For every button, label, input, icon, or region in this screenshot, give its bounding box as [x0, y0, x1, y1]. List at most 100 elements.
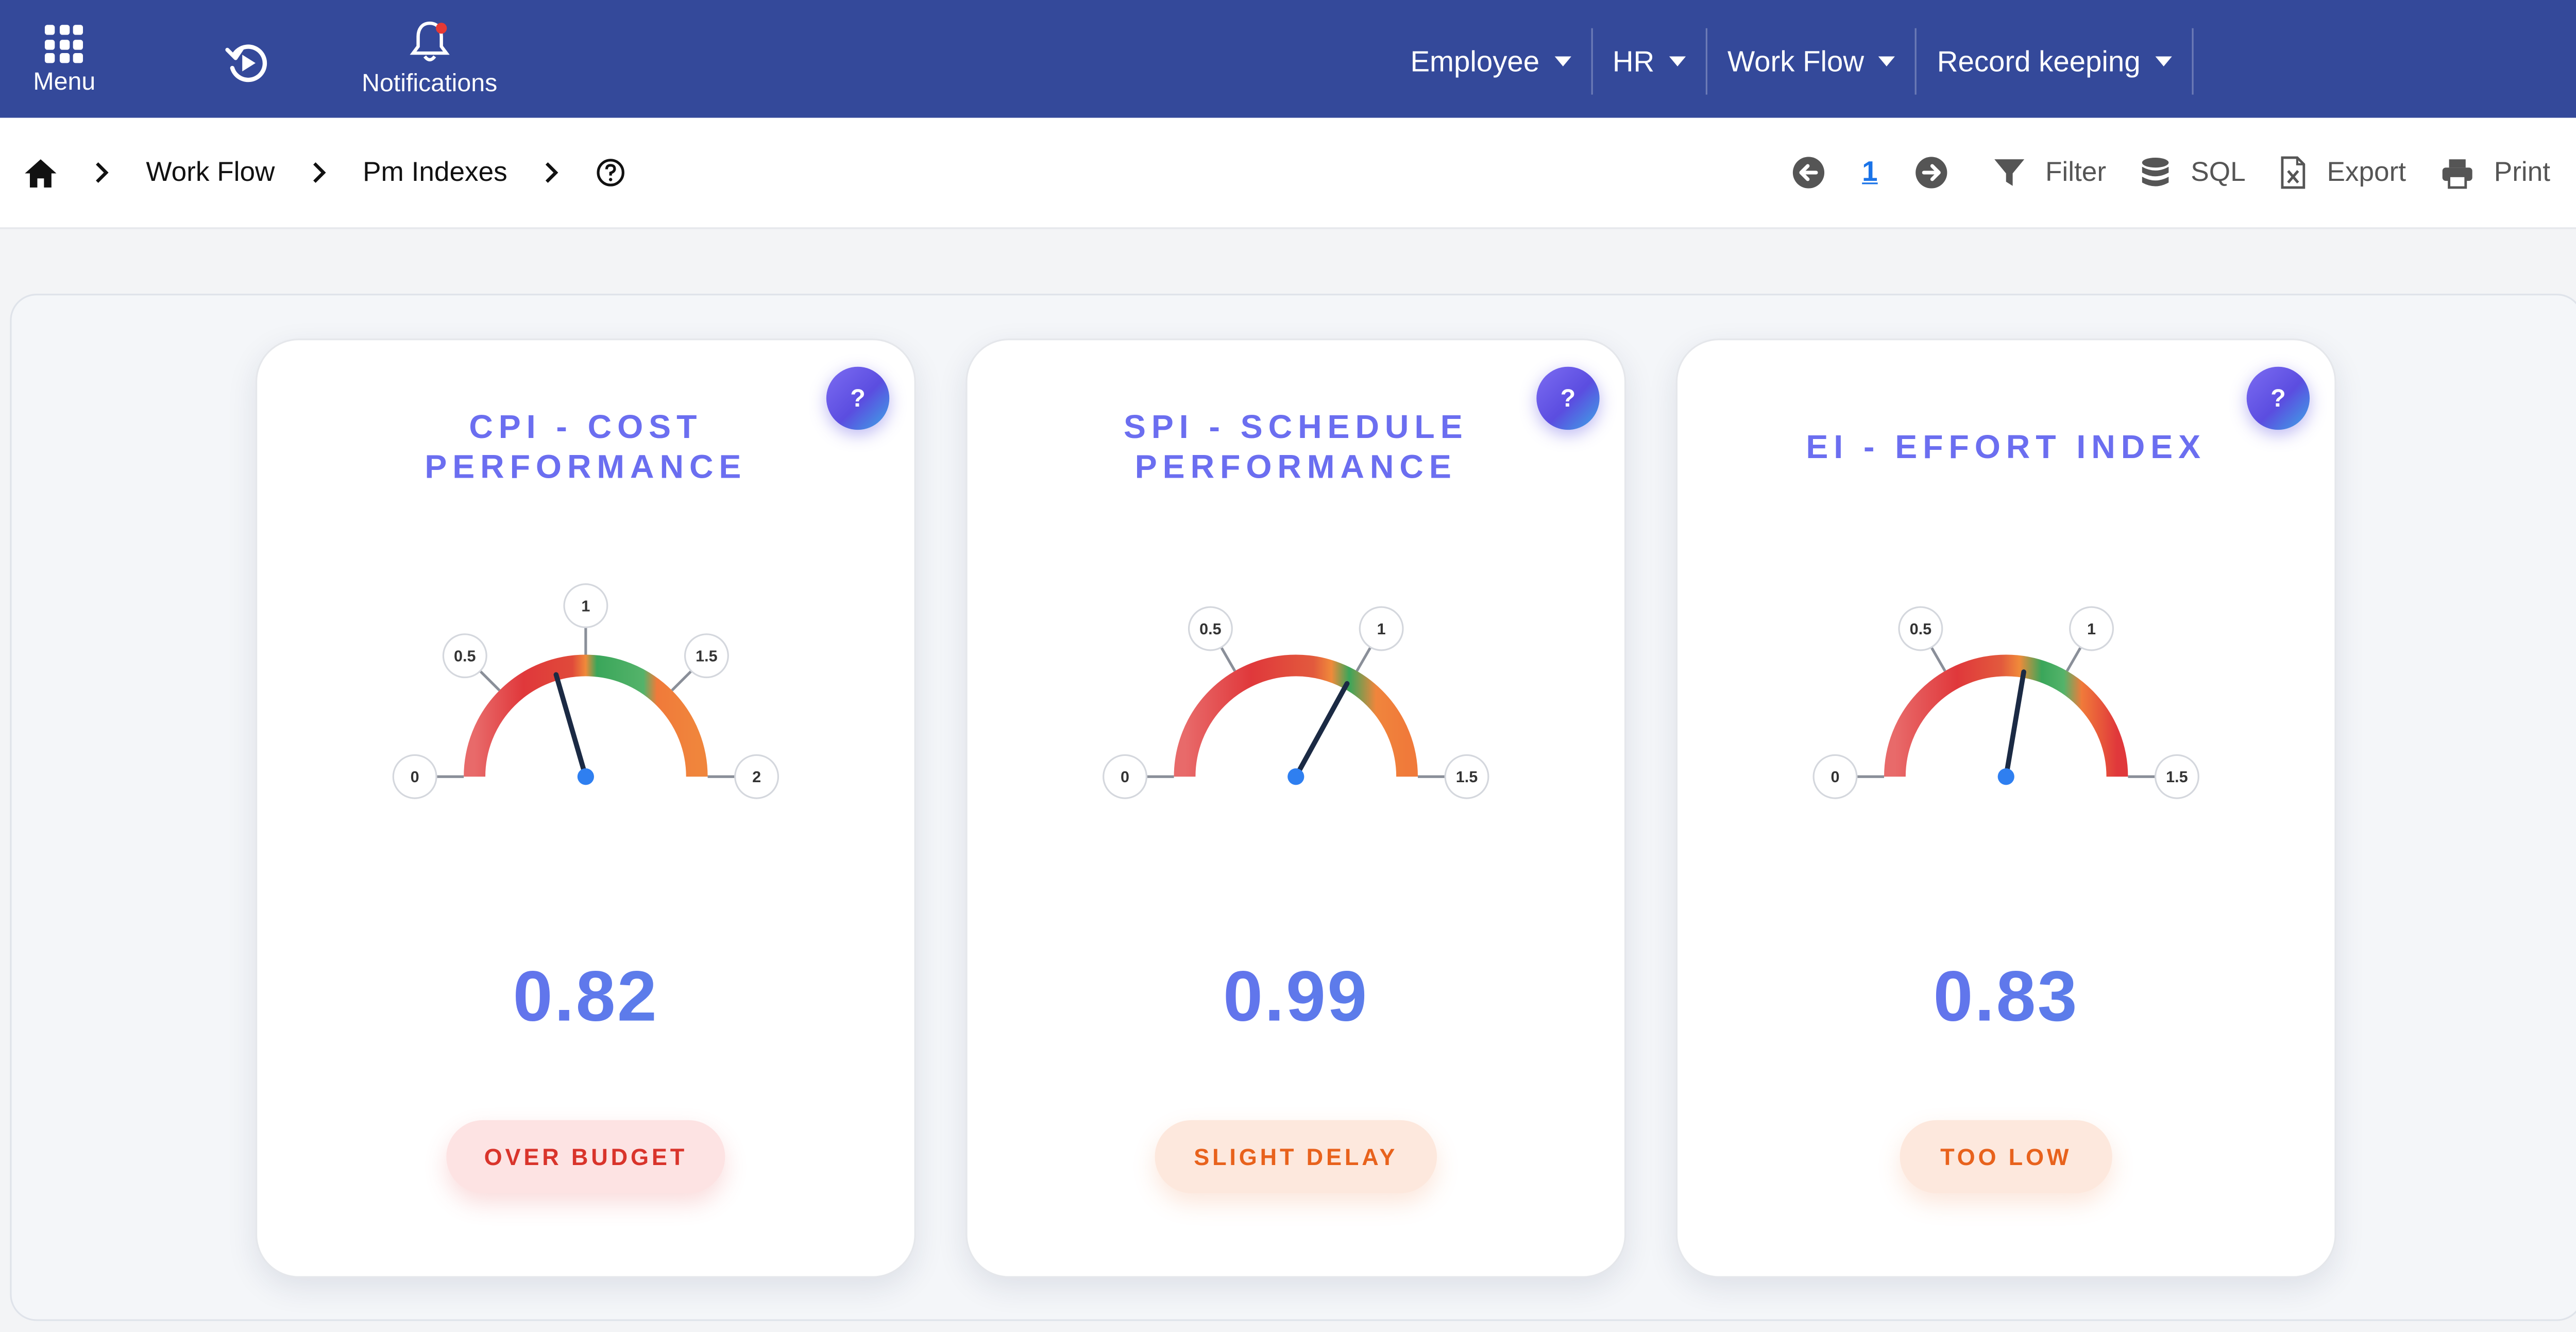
spi-card: ? SPI - SCHEDULE PERFORMANCE 0 0.5 1 1.5 0.…: [965, 339, 1626, 1278]
chevron-right-icon: [544, 161, 559, 184]
ei-gauge: 0 0.5 1 1.5: [1812, 606, 2199, 799]
cpi-title: CPI - COST PERFORMANCE: [257, 407, 914, 490]
gauge-tick-label: 2: [734, 754, 779, 799]
ei-status-badge: TOO LOW: [1900, 1120, 2112, 1193]
gauge-needle-hub: [1287, 768, 1304, 785]
svg-text:0: 0: [411, 768, 419, 786]
gauge-tick-label: 1.5: [2154, 754, 2199, 799]
notification-dot: [435, 23, 447, 34]
svg-text:1.5: 1.5: [1456, 768, 1478, 786]
gauge-arc: [464, 654, 708, 777]
page-toolbar: Work Flow Pm Indexes 1: [0, 117, 2576, 229]
svg-text:2: 2: [752, 768, 761, 786]
menu-button[interactable]: Menu: [33, 22, 95, 96]
printer-icon: [2442, 158, 2472, 188]
bell-icon: [409, 21, 450, 62]
top-navigation-bar: Menu Notifications Employee HR: [0, 0, 2576, 118]
spi-title-text: SPI - SCHEDULE PERFORMANCE: [1123, 410, 1468, 486]
page-number[interactable]: 1: [1862, 156, 1878, 188]
svg-text:0.5: 0.5: [454, 648, 476, 665]
gauge-needle: [2003, 669, 2026, 780]
database-icon: [2142, 157, 2170, 187]
svg-text:1.5: 1.5: [696, 648, 718, 665]
gauge-tick-label: 0.5: [1188, 606, 1233, 651]
refresh-icon: [225, 44, 267, 82]
export-button[interactable]: Export: [2280, 156, 2406, 189]
help-circle-icon[interactable]: [595, 158, 625, 188]
menu-work-flow[interactable]: Work Flow: [1707, 28, 1918, 95]
spi-help-button[interactable]: ?: [1536, 366, 1600, 430]
gauge-tick-line: [479, 670, 501, 692]
cpi-help-button[interactable]: ?: [826, 366, 890, 430]
spi-status-badge: SLIGHT DELAY: [1155, 1120, 1437, 1193]
arrow-right-circle-icon[interactable]: [1914, 156, 1947, 189]
spi-gauge: 0 0.5 1 1.5: [1103, 606, 1489, 799]
grid-menu-icon: [45, 25, 83, 63]
gauge-tick-label: 0.5: [1898, 606, 1943, 651]
export-label: Export: [2327, 157, 2406, 187]
gauge-tick-line: [671, 670, 692, 692]
menu-hr[interactable]: HR: [1592, 28, 1708, 95]
cpi-gauge: 0 0.5 1 1.5 2: [392, 583, 779, 799]
gauge-needle-hub: [1997, 768, 2014, 785]
svg-text:0: 0: [1831, 768, 1839, 786]
gauge-needle: [1293, 681, 1350, 780]
notifications-button[interactable]: Notifications: [362, 18, 497, 98]
gauge-tick-line: [1220, 646, 1236, 672]
gauge-tick-label: 1.5: [684, 633, 729, 679]
arrow-left-circle-icon[interactable]: [1792, 156, 1825, 189]
svg-text:1: 1: [581, 597, 590, 615]
toolbar-actions: 1 Filter SQL: [1792, 118, 2550, 228]
filter-button[interactable]: Filter: [1992, 157, 2106, 188]
excel-file-icon: [2281, 156, 2306, 189]
gauge-tick-label: 0: [392, 754, 437, 799]
print-label: Print: [2494, 157, 2551, 187]
chevron-right-icon: [311, 161, 326, 184]
caret-down-icon: [1669, 56, 1686, 66]
filter-label: Filter: [2045, 157, 2107, 187]
menu-record-keeping-label: Record keeping: [1937, 44, 2141, 77]
menu-label: Menu: [33, 68, 96, 96]
gauge-needle: [553, 672, 588, 780]
menu-hr-label: HR: [1612, 44, 1655, 77]
svg-text:0.5: 0.5: [1910, 620, 1932, 638]
print-button[interactable]: Print: [2441, 157, 2550, 188]
cpi-status-badge: OVER BUDGET: [446, 1120, 725, 1193]
gauge-tick-label: 0.5: [442, 633, 487, 679]
cpi-card: ? CPI - COST PERFORMANCE 0 0.5 1 1.5 2 0.82 …: [255, 339, 916, 1278]
chevron-right-icon: [95, 161, 110, 184]
ei-title-text: EI - EFFORT INDEX: [1806, 430, 2206, 466]
svg-text:1: 1: [2087, 620, 2096, 638]
gauge-tick-label: 0: [1812, 754, 1858, 799]
menu-work-flow-label: Work Flow: [1727, 44, 1865, 77]
breadcrumb-pm-indexes[interactable]: Pm Indexes: [363, 157, 507, 187]
gauge-tick-label: 1.5: [1444, 754, 1489, 799]
sql-button[interactable]: SQL: [2141, 156, 2246, 189]
caret-down-icon: [1554, 56, 1571, 66]
gauge-needle-hub: [577, 768, 594, 785]
sql-label: SQL: [2191, 157, 2246, 187]
breadcrumb-work-flow[interactable]: Work Flow: [146, 157, 275, 187]
home-icon[interactable]: [23, 157, 58, 188]
gauge-tick-label: 1: [2069, 606, 2114, 651]
filter-icon: [1994, 159, 2024, 186]
ei-value: 0.83: [1677, 957, 2334, 1039]
gauge-tick-label: 1: [1359, 606, 1404, 651]
ei-card: ? EI - EFFORT INDEX 0 0.5 1 1.5 0.83 TOO LO…: [1675, 339, 2336, 1278]
menu-employee[interactable]: Employee: [1391, 28, 1593, 95]
breadcrumb: Work Flow Pm Indexes: [23, 118, 625, 228]
refresh-button[interactable]: [224, 40, 270, 86]
gauge-tick-line: [1355, 646, 1372, 672]
gauge-arc: [1174, 654, 1418, 777]
menu-record-keeping[interactable]: Record keeping: [1917, 28, 2194, 95]
gauge-tick-line: [2065, 646, 2082, 672]
svg-text:0: 0: [1121, 768, 1129, 786]
ei-help-button[interactable]: ?: [2246, 366, 2310, 430]
spi-title: SPI - SCHEDULE PERFORMANCE: [968, 407, 1624, 490]
ei-title: EI - EFFORT INDEX: [1677, 407, 2334, 490]
svg-text:1.5: 1.5: [2166, 768, 2188, 786]
gauge-tick-label: 1: [563, 583, 608, 628]
caret-down-icon: [2155, 56, 2172, 66]
caret-down-icon: [1879, 56, 1896, 66]
svg-text:1: 1: [1377, 620, 1386, 638]
